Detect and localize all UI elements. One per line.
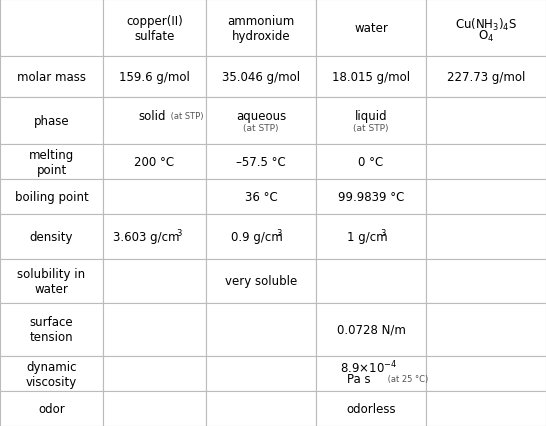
Text: odor: odor: [38, 402, 65, 415]
Text: O$_4$: O$_4$: [478, 29, 494, 44]
Bar: [103, 259, 206, 303]
Bar: [426, 0, 546, 57]
Bar: [206, 57, 316, 97]
Bar: [426, 303, 546, 356]
Bar: [206, 391, 316, 426]
Bar: [206, 356, 316, 391]
Bar: [316, 97, 426, 145]
Bar: [0, 259, 103, 303]
Text: 227.73 g/mol: 227.73 g/mol: [447, 71, 525, 83]
Text: 3.603 g/cm: 3.603 g/cm: [113, 230, 180, 243]
Bar: [0, 356, 103, 391]
Bar: [426, 97, 546, 145]
Text: (at 25 °C): (at 25 °C): [385, 374, 428, 383]
Text: 0.0728 N/m: 0.0728 N/m: [336, 323, 406, 336]
Text: 159.6 g/mol: 159.6 g/mol: [119, 71, 190, 83]
Bar: [0, 180, 103, 215]
Text: 3: 3: [276, 228, 282, 237]
Text: boiling point: boiling point: [15, 191, 88, 204]
Text: 3: 3: [176, 228, 181, 237]
Bar: [426, 215, 546, 259]
Text: melting
point: melting point: [29, 149, 74, 176]
Bar: [206, 145, 316, 180]
Bar: [316, 215, 426, 259]
Text: Pa s: Pa s: [347, 372, 371, 385]
Text: –57.5 °C: –57.5 °C: [236, 156, 286, 169]
Bar: [103, 391, 206, 426]
Bar: [103, 57, 206, 97]
Text: 0.9 g/cm: 0.9 g/cm: [231, 230, 283, 243]
Text: solid: solid: [139, 110, 166, 123]
Text: ammonium
hydroxide: ammonium hydroxide: [227, 14, 295, 43]
Text: copper(II)
sulfate: copper(II) sulfate: [126, 14, 183, 43]
Bar: [103, 145, 206, 180]
Bar: [316, 0, 426, 57]
Bar: [426, 259, 546, 303]
Bar: [0, 0, 103, 57]
Text: 36 °C: 36 °C: [245, 191, 277, 204]
Bar: [206, 303, 316, 356]
Bar: [316, 57, 426, 97]
Bar: [103, 303, 206, 356]
Bar: [426, 356, 546, 391]
Text: surface
tension: surface tension: [29, 316, 73, 343]
Text: 8.9$\times$10$^{-4}$: 8.9$\times$10$^{-4}$: [340, 358, 397, 375]
Text: Cu(NH$_3$)$_4$S: Cu(NH$_3$)$_4$S: [455, 17, 517, 32]
Bar: [0, 303, 103, 356]
Text: very soluble: very soluble: [225, 274, 297, 288]
Bar: [206, 97, 316, 145]
Text: (at STP): (at STP): [244, 124, 279, 132]
Bar: [316, 356, 426, 391]
Bar: [0, 57, 103, 97]
Bar: [426, 391, 546, 426]
Text: solubility in
water: solubility in water: [17, 267, 86, 295]
Bar: [316, 145, 426, 180]
Text: aqueous: aqueous: [236, 110, 286, 123]
Bar: [206, 215, 316, 259]
Bar: [103, 356, 206, 391]
Bar: [103, 97, 206, 145]
Text: liquid: liquid: [355, 110, 387, 123]
Bar: [426, 145, 546, 180]
Bar: [103, 180, 206, 215]
Bar: [0, 215, 103, 259]
Text: odorless: odorless: [346, 402, 396, 415]
Text: phase: phase: [34, 115, 69, 128]
Text: 3: 3: [381, 228, 385, 237]
Bar: [0, 97, 103, 145]
Text: molar mass: molar mass: [17, 71, 86, 83]
Bar: [103, 0, 206, 57]
Text: density: density: [29, 230, 73, 243]
Text: 200 °C: 200 °C: [134, 156, 175, 169]
Bar: [316, 259, 426, 303]
Bar: [0, 145, 103, 180]
Text: (at STP): (at STP): [169, 112, 204, 121]
Bar: [316, 303, 426, 356]
Text: 35.046 g/mol: 35.046 g/mol: [222, 71, 300, 83]
Bar: [426, 57, 546, 97]
Text: dynamic
viscosity: dynamic viscosity: [26, 360, 77, 388]
Bar: [103, 215, 206, 259]
Text: 1 g/cm: 1 g/cm: [347, 230, 387, 243]
Text: (at STP): (at STP): [353, 124, 389, 132]
Text: water: water: [354, 22, 388, 35]
Bar: [206, 0, 316, 57]
Bar: [206, 259, 316, 303]
Text: 0 °C: 0 °C: [358, 156, 384, 169]
Text: 18.015 g/mol: 18.015 g/mol: [332, 71, 410, 83]
Text: 99.9839 °C: 99.9839 °C: [338, 191, 404, 204]
Bar: [316, 180, 426, 215]
Bar: [316, 391, 426, 426]
Bar: [206, 180, 316, 215]
Bar: [426, 180, 546, 215]
Bar: [0, 391, 103, 426]
